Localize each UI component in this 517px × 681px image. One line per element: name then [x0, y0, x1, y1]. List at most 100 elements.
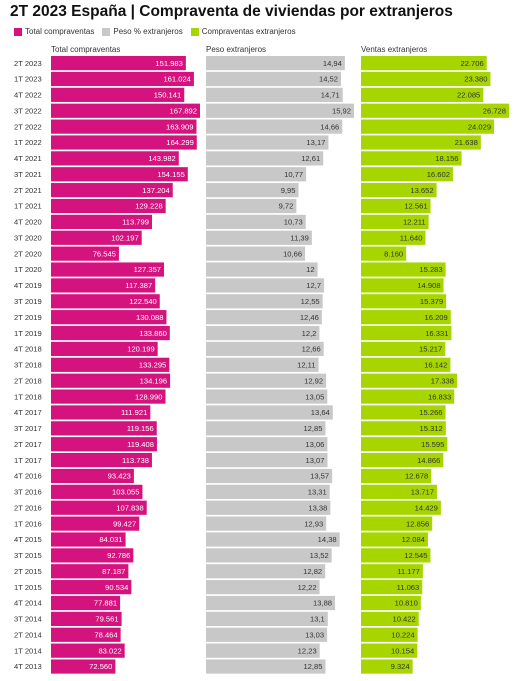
bar-label-ventas: 10.154 — [391, 646, 414, 655]
bar-total — [51, 611, 122, 626]
bar-peso — [206, 389, 328, 404]
bar-total — [51, 564, 129, 579]
bar-peso — [206, 532, 340, 547]
bar-label-total: 161.024 — [163, 75, 190, 84]
legend-swatch-extranjeros — [190, 27, 199, 36]
bar-ventas — [361, 564, 423, 579]
row-label: 2T 2019 — [14, 313, 42, 322]
bar-peso — [206, 564, 326, 579]
bar-label-ventas: 15.266 — [419, 408, 442, 417]
bar-ventas — [361, 151, 462, 166]
bar-peso — [206, 183, 299, 198]
bar-total — [51, 484, 143, 499]
bar-label-peso: 12,11 — [297, 361, 315, 370]
bar-label-total: 127.357 — [134, 265, 161, 274]
bar-total — [51, 135, 197, 150]
row-label: 3T 2022 — [14, 106, 42, 115]
bar-peso — [206, 214, 306, 229]
bar-label-peso: 12,93 — [304, 519, 323, 528]
bar-ventas — [361, 580, 423, 595]
row-label: 3T 2017 — [14, 424, 42, 433]
bar-label-total: 103.055 — [112, 488, 139, 497]
row-label: 1T 2017 — [14, 456, 42, 465]
bar-label-total: 128.990 — [135, 392, 162, 401]
bar-label-peso: 13,38 — [308, 503, 327, 512]
bar-ventas — [361, 643, 418, 658]
bar-peso — [206, 278, 325, 293]
bar-label-total: 154.155 — [157, 170, 184, 179]
bar-peso — [206, 580, 320, 595]
bar-ventas — [361, 437, 448, 452]
bar-total — [51, 516, 140, 531]
bar-peso — [206, 595, 336, 611]
bar-ventas — [361, 214, 429, 229]
bar-label-peso: 14,94 — [323, 59, 342, 68]
bar-total — [51, 230, 142, 245]
bar-total — [51, 405, 151, 420]
bar-label-ventas: 10.810 — [395, 599, 418, 608]
bar-peso — [206, 468, 333, 484]
bar-peso — [206, 87, 343, 102]
legend-item-extranjeros: Compraventas extranjeros — [190, 27, 296, 36]
bar-label-ventas: 13.652 — [410, 186, 433, 195]
row-label: 3T 2021 — [14, 170, 42, 179]
row-label: 1T 2018 — [14, 392, 42, 401]
bar-ventas — [361, 119, 495, 134]
bar-label-total: 99.427 — [113, 519, 136, 528]
bar-total — [51, 103, 200, 118]
bar-peso — [206, 437, 328, 452]
bar-label-ventas: 10.224 — [391, 630, 414, 639]
bar-ventas — [361, 278, 444, 293]
bar-total — [51, 643, 125, 658]
legend-swatch-total — [14, 27, 22, 36]
bar-peso — [206, 119, 343, 134]
bar-label-peso: 12,46 — [300, 313, 319, 322]
row-label: 2T 2022 — [14, 122, 42, 131]
row-label: 3T 2015 — [14, 551, 42, 560]
bar-label-total: 76.545 — [93, 249, 116, 258]
bar-total — [51, 627, 121, 642]
row-label: 4T 2020 — [14, 218, 42, 227]
bar-peso — [206, 71, 341, 87]
bar-label-ventas: 15.312 — [420, 424, 443, 433]
bar-label-ventas: 12.561 — [404, 202, 427, 211]
bar-label-peso: 13,06 — [305, 440, 324, 449]
bar-ventas — [361, 357, 451, 372]
bar-ventas — [361, 230, 426, 245]
bar-ventas — [361, 548, 431, 563]
bar-label-ventas: 15.595 — [421, 440, 444, 449]
bar-label-ventas: 16.331 — [425, 329, 448, 338]
bar-label-total: 117.387 — [125, 281, 152, 290]
row-label: 4T 2018 — [14, 345, 42, 354]
bar-label-peso: 10,66 — [283, 249, 302, 258]
bar-label-peso: 15,92 — [332, 106, 351, 115]
bar-label-total: 111.921 — [121, 408, 147, 417]
bar-total — [51, 453, 152, 468]
bar-label-total: 150.141 — [154, 91, 181, 100]
bar-ventas — [361, 611, 419, 626]
bar-peso — [206, 357, 319, 372]
bar-ventas — [361, 183, 437, 198]
bar-label-total: 130.088 — [136, 313, 163, 322]
bar-total — [51, 262, 165, 277]
row-label: 4T 2013 — [14, 662, 42, 671]
row-label: 3T 2014 — [14, 615, 42, 624]
bar-label-total: 113.738 — [122, 456, 149, 465]
bar-label-peso: 12,23 — [298, 646, 317, 655]
bar-ventas — [361, 56, 487, 71]
bar-label-peso: 13,52 — [310, 551, 329, 560]
bar-label-total: 72.560 — [89, 662, 112, 671]
row-label: 4T 2019 — [14, 281, 42, 290]
bar-label-peso: 12,61 — [301, 154, 320, 163]
bar-peso — [206, 151, 324, 166]
bar-label-ventas: 12.545 — [404, 551, 427, 560]
bar-peso — [206, 341, 324, 357]
bar-label-total: 78.464 — [94, 630, 117, 639]
row-label: 2T 2016 — [14, 503, 42, 512]
bar-peso — [206, 198, 297, 214]
row-label: 1T 2022 — [14, 138, 42, 147]
row-label: 1T 2023 — [14, 75, 42, 84]
bar-peso — [206, 325, 320, 341]
bar-label-total: 163.909 — [166, 122, 193, 131]
bar-total — [51, 325, 170, 341]
